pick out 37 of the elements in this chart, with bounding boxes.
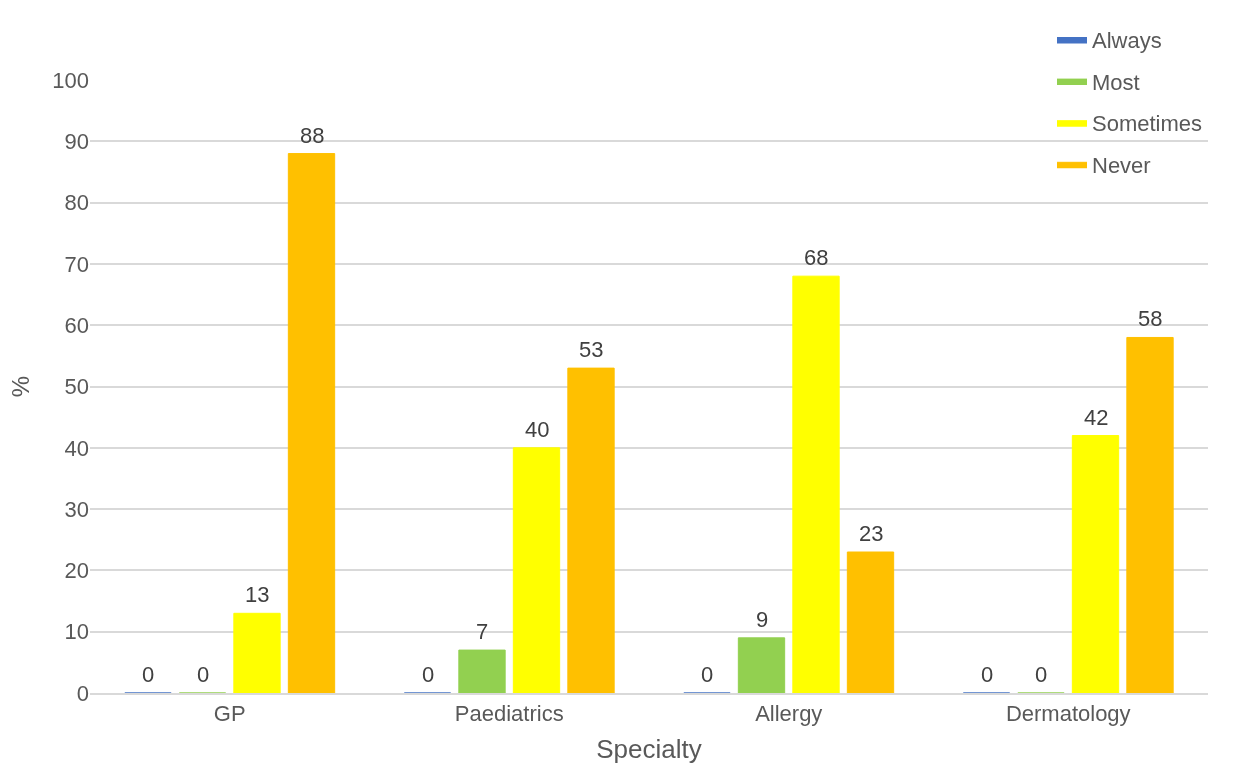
legend-label: Always xyxy=(1092,28,1162,54)
data-label: 0 xyxy=(142,662,155,687)
y-axis-title: % xyxy=(7,375,35,398)
data-label: 0 xyxy=(701,662,714,687)
data-label: 58 xyxy=(1138,306,1163,331)
legend-label: Never xyxy=(1092,152,1151,178)
y-tick-label: 80 xyxy=(64,190,89,216)
x-tick-label: Paediatrics xyxy=(454,701,564,727)
data-label: 42 xyxy=(1084,405,1109,430)
y-tick-label: 40 xyxy=(64,435,89,461)
y-tick-label: 90 xyxy=(64,129,89,154)
y-tick-label: 70 xyxy=(64,251,89,277)
x-axis-title: Specialty xyxy=(596,734,702,765)
data-label: 0 xyxy=(422,662,435,687)
legend-label: Sometimes xyxy=(1092,111,1203,137)
data-label: 13 xyxy=(245,582,270,607)
data-label: 53 xyxy=(579,337,604,362)
y-tick-label: 10 xyxy=(64,619,89,645)
y-tick-label: 60 xyxy=(64,312,89,338)
data-label: 40 xyxy=(525,417,550,442)
y-tick-label: 30 xyxy=(64,496,89,522)
data-label: 23 xyxy=(859,521,884,546)
legend-label: Most xyxy=(1092,69,1140,95)
data-label: 88 xyxy=(300,123,325,148)
data-label: 0 xyxy=(1035,662,1048,687)
data-label: 9 xyxy=(756,607,769,632)
data-label: 0 xyxy=(197,662,210,687)
x-tick-label: GP xyxy=(213,701,246,727)
y-tick-label: 100 xyxy=(52,67,89,93)
y-tick-label: 20 xyxy=(64,558,89,584)
x-tick-label: Dermatology xyxy=(1005,701,1131,727)
x-tick-label: Allergy xyxy=(755,701,823,727)
y-tick-label: 0 xyxy=(76,680,89,706)
data-label: 0 xyxy=(981,662,994,687)
data-label: 7 xyxy=(476,619,489,644)
data-label: 68 xyxy=(804,245,829,270)
y-tick-label: 50 xyxy=(64,374,89,400)
